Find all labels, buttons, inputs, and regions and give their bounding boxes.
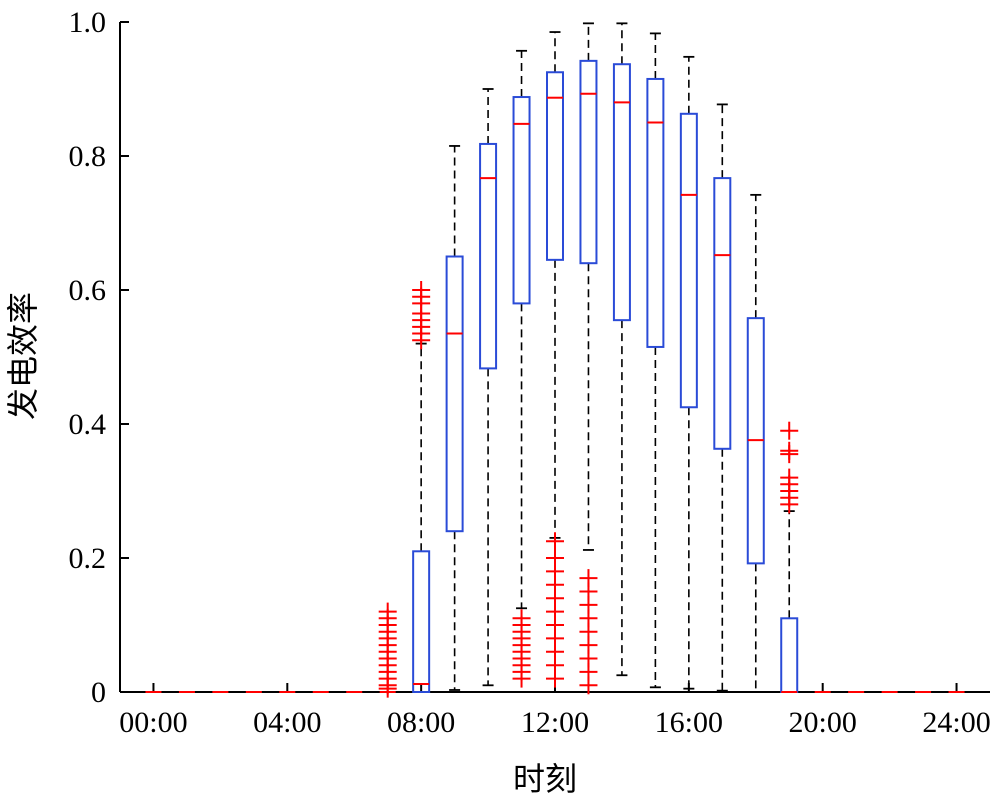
x-tick-label: 20:00 <box>789 706 857 739</box>
box-body <box>580 61 596 263</box>
x-tick-label: 08:00 <box>387 706 455 739</box>
y-tick-label: 0 <box>91 676 106 709</box>
box-body <box>647 79 663 347</box>
y-tick-label: 0.2 <box>69 542 107 575</box>
box-body <box>447 257 463 532</box>
box-body <box>514 97 530 303</box>
y-tick-label: 0.6 <box>69 274 107 307</box>
y-tick-label: 1.0 <box>69 6 107 39</box>
box-body <box>413 551 429 692</box>
x-tick-label: 12:00 <box>521 706 589 739</box>
x-tick-label: 00:00 <box>119 706 187 739</box>
box-body <box>681 114 697 407</box>
x-tick-label: 24:00 <box>922 706 990 739</box>
y-tick-label: 0.4 <box>69 408 107 441</box>
x-axis-label: 时刻 <box>513 760 577 798</box>
box-body <box>781 618 797 692</box>
x-tick-label: 04:00 <box>253 706 321 739</box>
y-axis-label: 发电效率 <box>4 292 42 420</box>
box-body <box>714 178 730 449</box>
x-tick-label: 16:00 <box>655 706 723 739</box>
box-body <box>547 72 563 260</box>
y-tick-label: 0.8 <box>69 140 107 173</box>
